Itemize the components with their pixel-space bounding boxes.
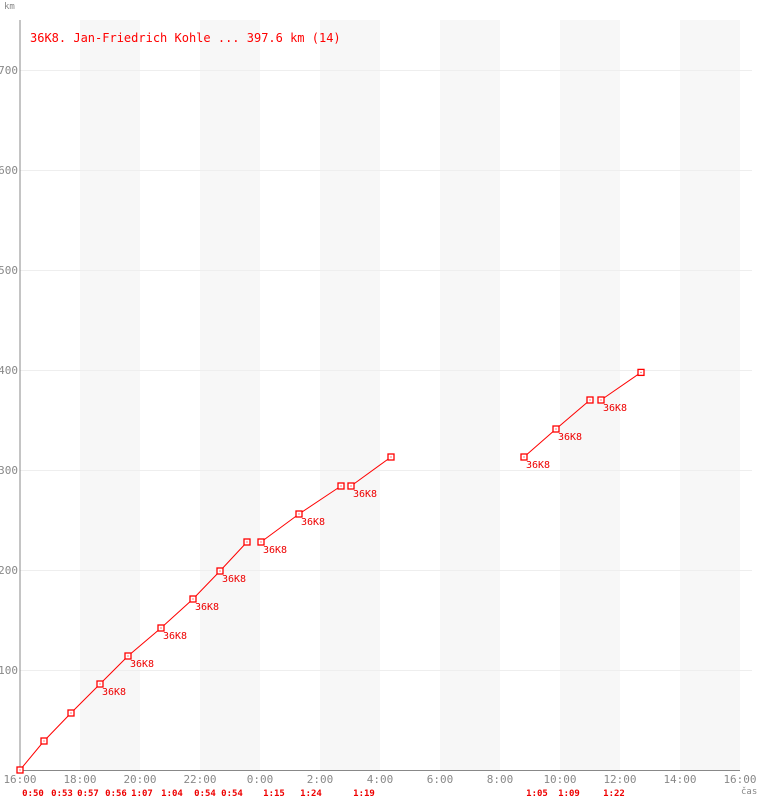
x-tick-label: 4:00: [367, 773, 394, 786]
series-line: [350, 456, 392, 487]
x-axis-label: čas: [741, 786, 757, 797]
series-line: [600, 371, 642, 401]
data-point-center: [43, 740, 45, 742]
y-tick-label: 300: [0, 464, 18, 477]
data-point-center: [70, 712, 72, 714]
data-point-center: [19, 769, 21, 771]
point-label: 36K8: [558, 432, 582, 443]
y-tick-label: 600: [0, 164, 18, 177]
axes: km čas: [4, 2, 757, 797]
shaded-band: [680, 20, 740, 770]
data-point-center: [523, 456, 525, 458]
lap-time-label: 1:22: [603, 789, 625, 799]
x-tick-label: 18:00: [63, 773, 96, 786]
y-tick-label: 500: [0, 264, 18, 277]
shaded-bands: [80, 20, 740, 770]
data-point-center: [260, 541, 262, 543]
lap-time-label: 1:24: [300, 789, 322, 799]
lap-time-label: 0:50: [22, 789, 44, 799]
data-point-center: [246, 541, 248, 543]
data-point-center: [640, 371, 642, 373]
data-point-center: [127, 655, 129, 657]
lap-time-label: 1:19: [353, 789, 375, 799]
x-tick-label: 16:00: [3, 773, 36, 786]
y-tick-label: 100: [0, 664, 18, 677]
data-point-center: [298, 513, 300, 515]
lap-time-label: 1:09: [558, 789, 580, 799]
lap-time-label: 0:54: [194, 789, 216, 799]
point-label: 36K8: [130, 659, 154, 670]
data-point-center: [99, 683, 101, 685]
x-tick-label: 6:00: [427, 773, 454, 786]
x-tick-label: 8:00: [487, 773, 514, 786]
shaded-band: [80, 20, 140, 770]
y-tick-label: 200: [0, 564, 18, 577]
point-label: 36K8: [222, 574, 246, 585]
shaded-band: [440, 20, 500, 770]
data-point-center: [340, 485, 342, 487]
lap-time-label: 1:04: [161, 789, 183, 799]
y-tick-label: 700: [0, 64, 18, 77]
x-tick-label: 2:00: [307, 773, 334, 786]
data-point-center: [600, 399, 602, 401]
data-point-center: [589, 399, 591, 401]
point-label: 36K8: [353, 489, 377, 500]
x-tick-label: 12:00: [603, 773, 636, 786]
y-tick-label: 400: [0, 364, 18, 377]
point-label: 36K8: [603, 403, 627, 414]
point-label: 36K8: [526, 460, 550, 471]
point-label: 36K8: [102, 687, 126, 698]
data-point-center: [160, 627, 162, 629]
point-label: 36K8: [195, 602, 219, 613]
lap-time-label: 0:57: [77, 789, 99, 799]
lap-time-label: 0:54: [221, 789, 243, 799]
data-point-center: [219, 570, 221, 572]
lap-time-labels: 0:50 0:53 0:57 0:56 1:07 1:04 0:54 0:54 1:15 1:24…: [22, 789, 625, 799]
y-axis-label: km: [4, 2, 15, 12]
lap-time-label: 1:07: [131, 789, 153, 799]
data-point-center: [350, 485, 352, 487]
shaded-band: [200, 20, 260, 770]
chart-title: 36K8. Jan-Friedrich Kohle ... 397.6 km (…: [30, 31, 341, 45]
lap-time-label: 0:53: [51, 789, 73, 799]
series: 36K8 36K8 36K8 36K8 36K8 36K8 36K8 36K8 36K8 36K8…: [16, 368, 645, 774]
x-tick-label: 22:00: [183, 773, 216, 786]
point-label: 36K8: [301, 517, 325, 528]
x-tick-label: 20:00: [123, 773, 156, 786]
data-point-center: [390, 456, 392, 458]
lap-time-label: 1:15: [263, 789, 285, 799]
lap-time-label: 0:56: [105, 789, 127, 799]
data-point-center: [555, 428, 557, 430]
grid-lines: [20, 70, 752, 671]
tick-labels: 100 200 300 400 500 600 700 16:00 18:00 20:00 22:0…: [0, 64, 757, 786]
x-tick-label: 10:00: [543, 773, 576, 786]
x-tick-label: 14:00: [663, 773, 696, 786]
point-label: 36K8: [263, 545, 287, 556]
data-point-center: [192, 598, 194, 600]
point-label: 36K8: [163, 631, 187, 642]
shaded-band: [320, 20, 380, 770]
shaded-band: [560, 20, 620, 770]
lap-time-label: 1:05: [526, 789, 548, 799]
x-tick-label: 16:00: [723, 773, 756, 786]
x-tick-label: 0:00: [247, 773, 274, 786]
